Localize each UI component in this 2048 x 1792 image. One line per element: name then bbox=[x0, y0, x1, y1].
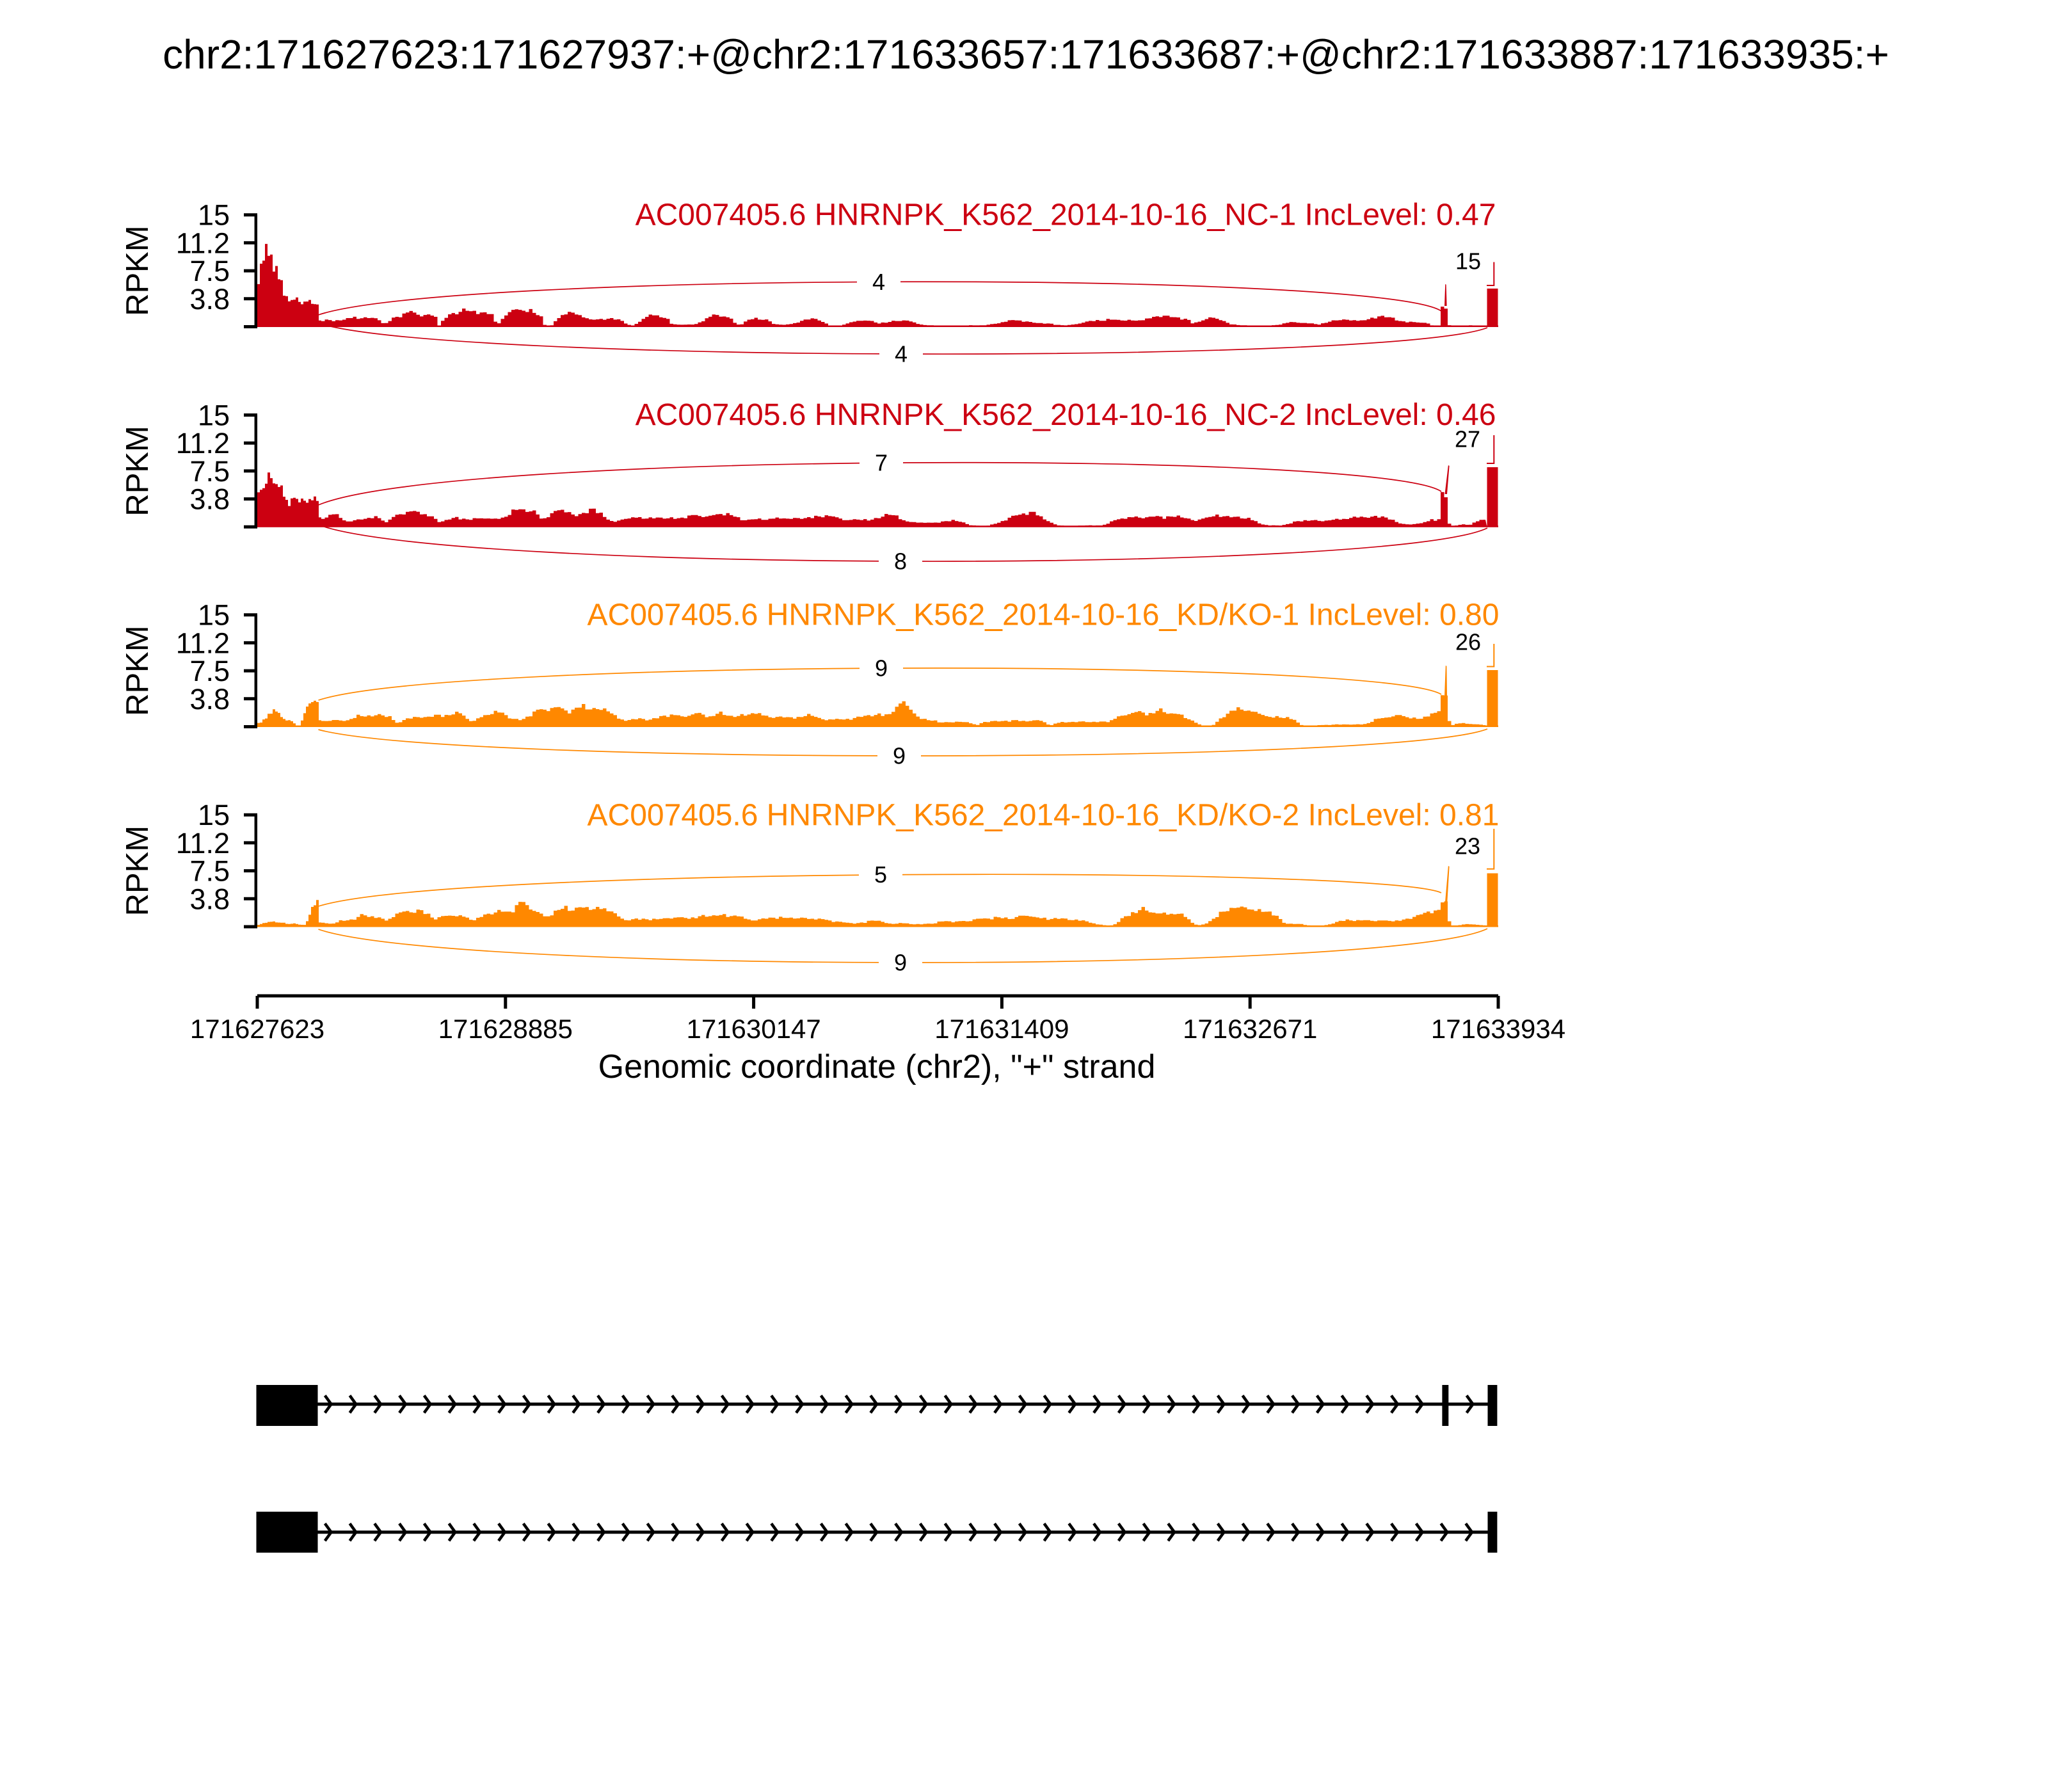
svg-text:171633934: 171633934 bbox=[1431, 1014, 1565, 1044]
svg-text:RPKM: RPKM bbox=[120, 426, 155, 516]
svg-text:5: 5 bbox=[874, 861, 887, 888]
svg-text:171627623: 171627623 bbox=[190, 1014, 324, 1044]
svg-text:3.8: 3.8 bbox=[189, 683, 230, 716]
svg-text:9: 9 bbox=[893, 743, 906, 769]
svg-text:3.8: 3.8 bbox=[189, 883, 230, 915]
svg-text:AC007405.6 HNRNPK_K562_2014-10: AC007405.6 HNRNPK_K562_2014-10-16_NC-1 I… bbox=[636, 198, 1496, 232]
svg-text:15: 15 bbox=[198, 799, 230, 831]
svg-text:15: 15 bbox=[198, 399, 230, 432]
svg-text:9: 9 bbox=[875, 655, 888, 682]
svg-text:RPKM: RPKM bbox=[120, 826, 155, 916]
svg-text:11.2: 11.2 bbox=[176, 627, 230, 659]
svg-text:171628885: 171628885 bbox=[438, 1014, 573, 1044]
svg-text:26: 26 bbox=[1455, 629, 1481, 655]
svg-text:11.2: 11.2 bbox=[176, 427, 230, 460]
svg-text:15: 15 bbox=[198, 199, 230, 232]
svg-text:Genomic coordinate (chr2), "+": Genomic coordinate (chr2), "+" strand bbox=[598, 1048, 1156, 1085]
svg-text:7.5: 7.5 bbox=[189, 255, 230, 287]
svg-text:15: 15 bbox=[198, 599, 230, 632]
svg-text:11.2: 11.2 bbox=[176, 827, 230, 860]
svg-text:8: 8 bbox=[894, 548, 907, 575]
svg-text:AC007405.6 HNRNPK_K562_2014-10: AC007405.6 HNRNPK_K562_2014-10-16_KD/KO-… bbox=[588, 598, 1500, 632]
svg-text:11.2: 11.2 bbox=[176, 227, 230, 259]
svg-text:171632671: 171632671 bbox=[1183, 1014, 1317, 1044]
svg-text:27: 27 bbox=[1455, 426, 1480, 452]
svg-text:chr2:171627623:171627937:+@chr: chr2:171627623:171627937:+@chr2:17163365… bbox=[163, 31, 1889, 77]
svg-text:15: 15 bbox=[1455, 248, 1481, 275]
svg-text:RPKM: RPKM bbox=[120, 625, 155, 716]
svg-text:4: 4 bbox=[872, 269, 885, 295]
svg-text:9: 9 bbox=[894, 950, 907, 976]
svg-text:AC007405.6 HNRNPK_K562_2014-10: AC007405.6 HNRNPK_K562_2014-10-16_KD/KO-… bbox=[588, 798, 1500, 832]
svg-text:7.5: 7.5 bbox=[189, 655, 230, 687]
svg-text:23: 23 bbox=[1455, 833, 1480, 860]
svg-text:7.5: 7.5 bbox=[189, 855, 230, 888]
svg-text:171631409: 171631409 bbox=[934, 1014, 1069, 1044]
svg-text:AC007405.6 HNRNPK_K562_2014-10: AC007405.6 HNRNPK_K562_2014-10-16_NC-2 I… bbox=[636, 398, 1496, 432]
svg-text:7.5: 7.5 bbox=[189, 455, 230, 488]
svg-text:3.8: 3.8 bbox=[189, 283, 230, 316]
svg-text:3.8: 3.8 bbox=[189, 483, 230, 516]
svg-text:7: 7 bbox=[875, 450, 888, 476]
svg-text:RPKM: RPKM bbox=[120, 225, 155, 316]
svg-text:4: 4 bbox=[895, 341, 908, 367]
svg-text:171630147: 171630147 bbox=[686, 1014, 820, 1044]
